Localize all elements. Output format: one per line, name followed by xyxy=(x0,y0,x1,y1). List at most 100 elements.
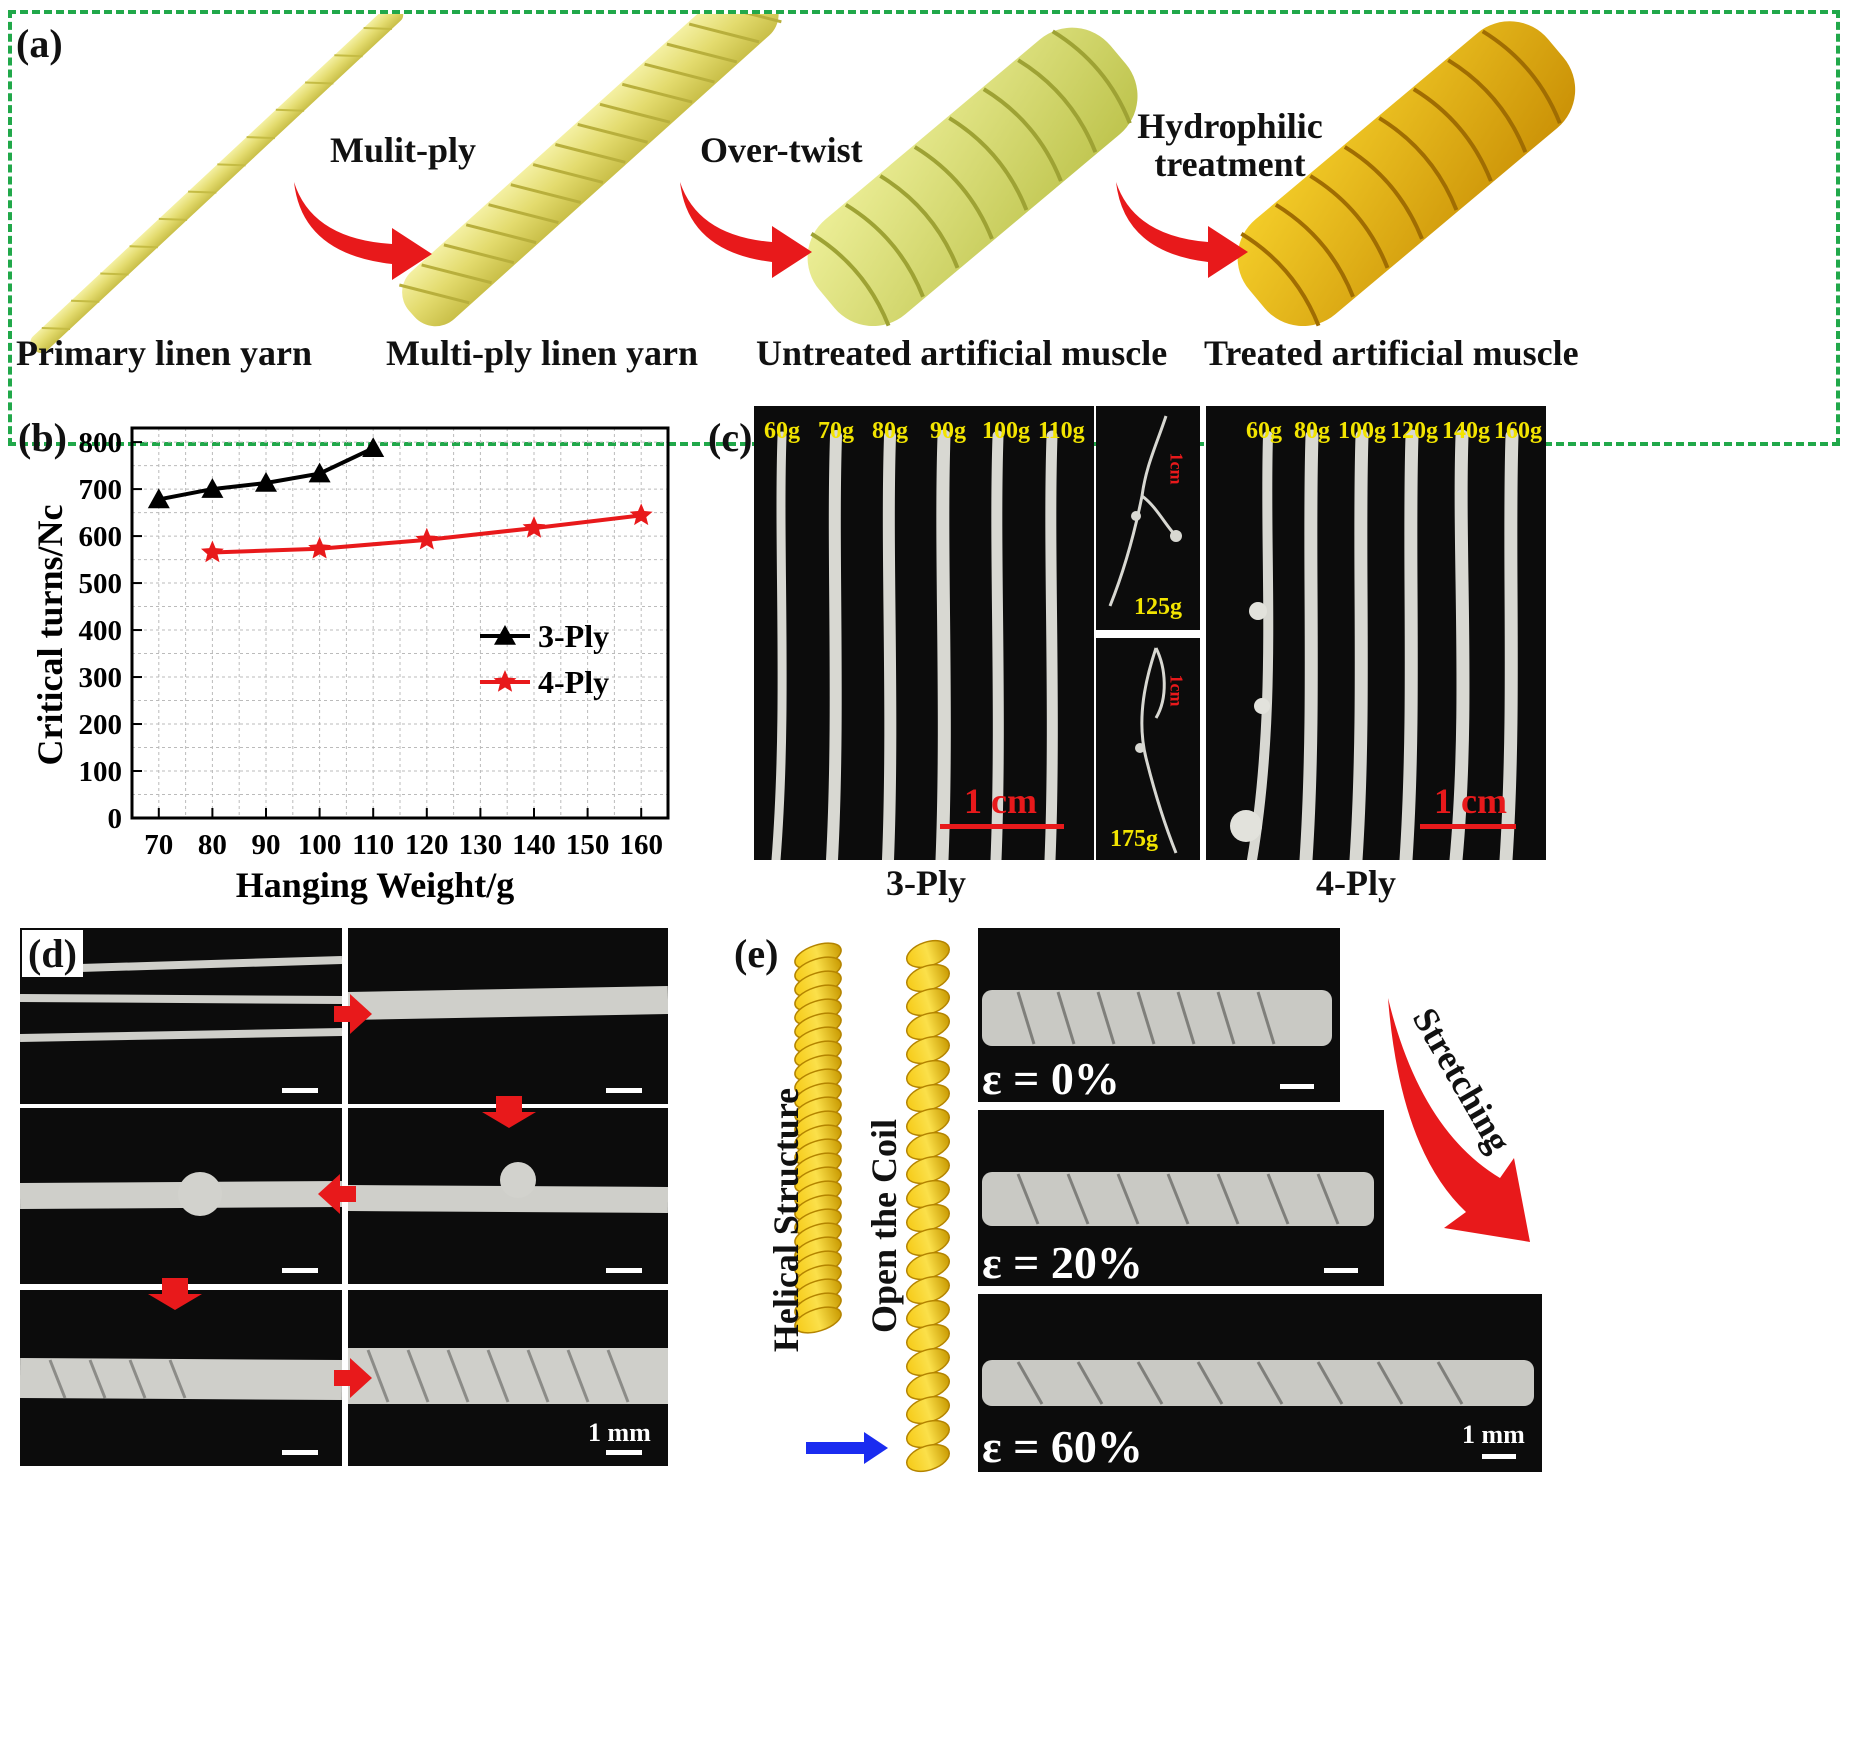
chart-y-axis-label: Critical turns/Nc xyxy=(30,505,70,766)
scale-bar xyxy=(282,1268,318,1273)
scale-label-4ply: 1 cm xyxy=(1434,781,1507,821)
curved-arrow-icon xyxy=(1388,998,1530,1242)
strand-graphics-3ply xyxy=(771,429,1058,860)
open-coil-label: Open the Coil xyxy=(864,1118,904,1334)
arrow-right-icon xyxy=(334,994,372,1034)
stretching-arrow xyxy=(1388,998,1530,1242)
data-point xyxy=(308,536,331,559)
y-tick-label: 600 xyxy=(79,521,123,553)
data-point xyxy=(362,437,385,458)
strain-label-0: ε = 0% xyxy=(982,1053,1120,1102)
photo-d-2 xyxy=(348,928,668,1104)
x-tick-label: 80 xyxy=(198,829,227,861)
open-coil-helix xyxy=(906,939,950,1473)
weight-label-3ply-0: 60g xyxy=(764,418,800,444)
y-tick-label: 400 xyxy=(79,615,123,647)
helix-illustration xyxy=(794,939,950,1473)
scale-bar xyxy=(1324,1268,1358,1273)
y-tick-label: 100 xyxy=(79,756,123,788)
scale-bar xyxy=(282,1450,318,1455)
scale-label-3ply: 1 cm xyxy=(964,781,1037,821)
primary-linen-yarn-graphic xyxy=(30,14,404,354)
data-point xyxy=(255,471,277,492)
data-point xyxy=(147,488,170,509)
critical-turns-chart: 70 80 90 100 110 120 130 140 150 160 0 100 200 300 400… xyxy=(30,426,670,905)
scale-bar xyxy=(606,1268,642,1273)
x-tick-label: 100 xyxy=(298,829,342,861)
caption-4ply: 4-Ply xyxy=(1316,863,1396,903)
inset-photo-125g: 1cm 125g xyxy=(1096,406,1200,630)
weight-label-3ply-2: 80g xyxy=(872,418,908,444)
y-tick-label: 500 xyxy=(79,568,123,600)
data-point xyxy=(522,516,546,538)
photo-3ply-strands: 60g 70g 80g 90g 100g 110g 1 cm xyxy=(754,406,1094,860)
blue-arrow-icon xyxy=(806,1432,888,1464)
scale-bar xyxy=(1482,1454,1516,1459)
arrow-down-icon xyxy=(148,1278,202,1310)
chart-x-axis-label: Hanging Weight/g xyxy=(236,865,514,905)
panel-d-label: (d) xyxy=(22,930,83,977)
helical-structure-coil xyxy=(794,942,842,1334)
photo-strain-0: ε = 0% xyxy=(978,928,1340,1102)
data-point xyxy=(415,527,439,550)
snarl-graphic-right xyxy=(348,1162,668,1213)
photo-strain-20: ε = 20% xyxy=(978,1110,1384,1286)
stage-caption-treated: Treated artificial muscle xyxy=(1204,333,1579,373)
treated-muscle-graphic xyxy=(1237,21,1576,327)
photo-d-6: 1 mm xyxy=(348,1290,668,1466)
photo-strain-60: ε = 60% 1 mm xyxy=(978,1294,1542,1472)
x-tick-label: 150 xyxy=(566,829,610,861)
weight-label-4ply-5: 160g xyxy=(1494,418,1542,444)
scale-label-e: 1 mm xyxy=(1462,1420,1525,1449)
data-point xyxy=(201,540,224,563)
weight-label-3ply-4: 100g xyxy=(982,418,1030,444)
scale-bar-4ply xyxy=(1420,824,1516,829)
coil-turn xyxy=(794,1306,842,1334)
coil-graphic-0 xyxy=(982,990,1332,1046)
x-tick-label: 70 xyxy=(144,829,173,861)
photo-d-3 xyxy=(20,1108,342,1284)
x-tick-label: 130 xyxy=(459,829,503,861)
x-tick-label: 140 xyxy=(512,829,556,861)
scale-bar xyxy=(282,1088,318,1093)
data-point xyxy=(308,462,331,483)
scale-bar xyxy=(606,1450,642,1455)
weight-label-4ply-4: 140g xyxy=(1442,418,1490,444)
x-tick-label: 120 xyxy=(405,829,449,861)
caption-3ply: 3-Ply xyxy=(886,863,966,903)
arrow-label-hydrophilic: Hydrophilic treatment xyxy=(1137,106,1323,184)
plies-graphic xyxy=(20,956,342,1042)
stage-caption-primary: Primary linen yarn xyxy=(16,333,312,373)
strand-graphics-4ply xyxy=(1230,429,1519,860)
x-tick-label: 90 xyxy=(252,829,281,861)
y-tick-label: 200 xyxy=(79,709,123,741)
scale-label-d: 1 mm xyxy=(588,1418,651,1447)
legend-label: 4-Ply xyxy=(538,664,609,700)
inset-weight-bottom: 175g xyxy=(1110,826,1158,852)
weight-label-3ply-1: 70g xyxy=(818,418,854,444)
panel-b-label: (b) xyxy=(18,415,67,460)
legend-label: 3-Ply xyxy=(538,618,609,654)
legend-marker xyxy=(493,670,517,692)
strain-label-20: ε = 20% xyxy=(982,1237,1143,1286)
photo-d-5 xyxy=(20,1290,342,1466)
data-point xyxy=(629,503,653,526)
arrow-right-icon xyxy=(334,1358,372,1398)
inset-weight-top: 125g xyxy=(1134,594,1182,620)
y-tick-label: 300 xyxy=(79,662,123,694)
strain-label-60: ε = 60% xyxy=(982,1421,1143,1472)
helical-structure-label: Helical Structure xyxy=(766,1087,806,1353)
arrow-label-multiply: Mulit-ply xyxy=(330,130,477,170)
broken-strand-graphic-top xyxy=(1108,415,1182,607)
photo-4ply-strands: 60g 80g 100g 120g 140g 160g 1 cm xyxy=(1206,406,1546,860)
snarl-graphic-left xyxy=(20,1172,342,1216)
full-coil-graphic xyxy=(348,1348,668,1404)
arrow-left-icon xyxy=(318,1174,356,1214)
broken-strand-graphic-bottom xyxy=(1135,647,1178,854)
arrow-down-icon xyxy=(482,1096,536,1128)
untreated-muscle-graphic xyxy=(807,27,1138,327)
panel-a-illustration xyxy=(30,14,1576,354)
y-tick-label: 800 xyxy=(79,427,123,459)
weight-label-3ply-5: 110g xyxy=(1038,418,1085,444)
inset-photo-175g: 1cm 175g xyxy=(1096,638,1200,860)
